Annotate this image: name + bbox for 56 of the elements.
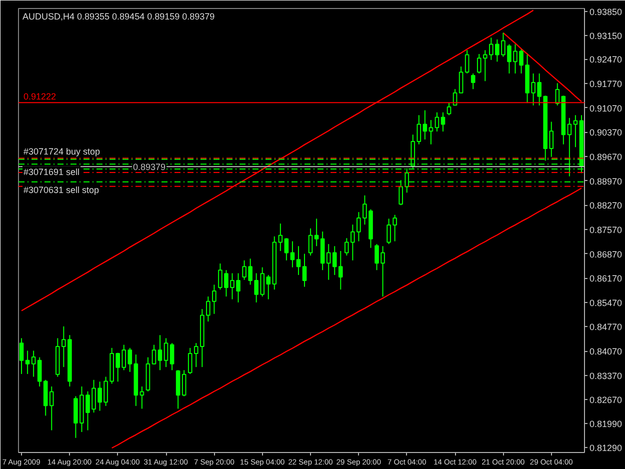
y-tick-label: 0.93850 [590, 6, 622, 17]
y-tick-label: 0.83370 [590, 370, 622, 381]
y-tick-label: 0.89670 [590, 152, 622, 162]
y-tick-label: 0.92470 [590, 54, 622, 65]
y-tick-label: 0.84770 [590, 322, 622, 332]
candlestick [308, 228, 313, 256]
y-tick-label: 0.84070 [590, 346, 622, 357]
candlestick [19, 338, 24, 374]
candlestick [158, 334, 162, 371]
candlestick [302, 253, 307, 288]
y-tick-label: 0.93150 [590, 31, 622, 42]
y-tick-label: 0.81990 [590, 418, 622, 429]
ref-line-label: #3071724 buy stop [24, 146, 100, 156]
ref-line-label: 0.91222 [24, 92, 56, 102]
candlestick [25, 350, 30, 374]
candlestick [278, 223, 283, 252]
candlestick [170, 342, 174, 371]
candlestick [464, 50, 470, 74]
y-tick-label: 0.81290 [590, 443, 622, 454]
candlestick [356, 212, 361, 242]
y-tick-label: 0.88970 [590, 176, 622, 186]
candlestick [182, 370, 186, 397]
candlestick [140, 386, 144, 410]
y-tick-label: 0.91770 [590, 79, 622, 90]
y-tick-label: 0.86170 [590, 274, 622, 284]
candlestick [314, 218, 319, 247]
candlestick [416, 114, 422, 145]
ref-line-label: 0.89379 [133, 162, 166, 172]
candlestick [290, 240, 295, 268]
candlestick [428, 120, 434, 145]
candlestick [296, 246, 301, 276]
y-tick-label: 0.82670 [590, 395, 622, 406]
candlestick [212, 284, 216, 314]
candlestick [458, 66, 464, 94]
candlestick [470, 72, 476, 90]
ref-line-label: #3071691 sell [24, 167, 80, 178]
candlestick [164, 338, 168, 368]
candlestick [555, 82, 560, 106]
y-tick-label: 0.90370 [590, 128, 622, 138]
candlestick [152, 344, 156, 365]
candlestick [31, 350, 36, 378]
candlestick [338, 250, 343, 290]
ref-line-label: #3070631 sell stop [24, 184, 100, 195]
y-tick-label: 0.86870 [590, 249, 622, 260]
y-tick-label: 0.85470 [590, 298, 622, 308]
candlestick [434, 112, 440, 132]
candlestick [422, 110, 428, 140]
candlestick [440, 112, 446, 132]
y-tick-label: 0.87570 [590, 224, 622, 235]
candlestick [446, 102, 452, 116]
chart-title: AUDUSD,H4 0.89355 0.89454 0.89159 0.89379 [22, 12, 215, 22]
y-tick-label: 0.88270 [590, 200, 622, 211]
candlestick [284, 238, 289, 261]
candlestick [573, 114, 578, 148]
candlestick [37, 356, 42, 387]
y-tick-label: 0.91070 [590, 103, 622, 114]
